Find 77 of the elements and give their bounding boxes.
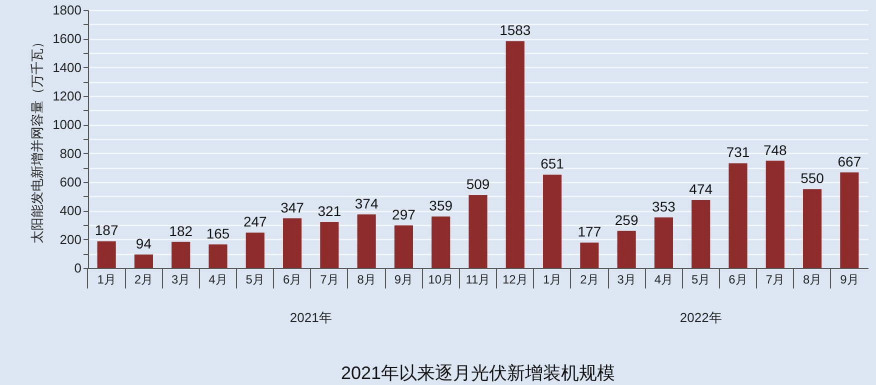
data-label: 297 [392, 206, 416, 222]
bar [692, 200, 710, 268]
data-label: 187 [94, 222, 118, 238]
bar [320, 222, 339, 268]
y-tick-label: 800 [60, 146, 82, 161]
x-tick-label: 1月 [542, 272, 562, 286]
x-tick-label: 6月 [282, 272, 302, 286]
bar [840, 172, 859, 268]
x-tick-label: 8月 [357, 272, 376, 286]
x-tick-label: 11月 [466, 272, 490, 286]
x-tick-label: 10月 [428, 272, 454, 286]
y-tick-label: 400 [60, 203, 82, 218]
data-label: 259 [614, 212, 638, 228]
data-label: 374 [354, 195, 378, 212]
data-label: 474 [689, 181, 713, 198]
bar [283, 218, 302, 268]
x-tick-label: 2月 [580, 272, 599, 286]
bar [617, 230, 636, 268]
y-axis-title: 太阳能发电新增并网容量（万千瓦） [30, 36, 45, 244]
data-label: 177 [578, 224, 602, 240]
bar [134, 254, 153, 268]
x-tick-label: 4月 [208, 272, 228, 286]
bar [246, 232, 264, 268]
data-label: 509 [466, 176, 490, 192]
bar [394, 225, 413, 268]
y-tick-label: 1400 [52, 60, 82, 75]
bar [580, 242, 599, 268]
x-tick-label: 1月 [97, 272, 116, 286]
y-tick-label: 600 [60, 174, 82, 190]
bar [432, 216, 450, 268]
text: 2021年以来逐月光伏新增装机规模 [340, 363, 616, 383]
y-tick-label: 1200 [52, 88, 82, 104]
data-label: 731 [726, 144, 750, 160]
bar [208, 244, 228, 268]
x-tick-label: 8月 [802, 272, 822, 286]
y-tick-label: 1000 [52, 117, 82, 132]
data-label: 1583 [500, 22, 531, 38]
y-tick-label: 0 [74, 260, 82, 276]
x-tick-label: 5月 [692, 272, 710, 286]
bar [97, 241, 116, 268]
data-label: 165 [206, 225, 230, 242]
x-tick-label: 3月 [172, 272, 190, 286]
x-tick-label: 9月 [840, 272, 859, 286]
bar [506, 41, 524, 268]
bar [803, 189, 822, 268]
x-tick-label: 7月 [766, 272, 784, 286]
x-tick-label: 12月 [502, 272, 528, 286]
x-tick-label: 6月 [728, 272, 748, 286]
y-tick-label: 1800 [52, 2, 82, 18]
y-tick-label: 1600 [52, 31, 82, 46]
x-tick-label: 2月 [134, 272, 154, 286]
x-tick-label: 9月 [394, 272, 414, 286]
bar [543, 174, 562, 268]
data-label: 182 [169, 222, 193, 239]
bar [766, 160, 784, 268]
data-label: 247 [243, 214, 268, 230]
x-tick-label: 3月 [617, 272, 636, 286]
x-tick-label: 5月 [246, 272, 264, 286]
bar [468, 195, 488, 268]
data-label: 94 [136, 236, 152, 252]
text: 2022年 [680, 310, 722, 325]
data-label: 651 [540, 156, 564, 172]
bar [728, 163, 748, 268]
y-tick-label: 200 [60, 232, 82, 247]
data-label: 667 [838, 153, 862, 170]
x-tick-label: 7月 [320, 272, 339, 286]
data-label: 359 [429, 198, 453, 214]
bar [654, 217, 673, 268]
x-tick-label: 4月 [654, 272, 674, 286]
data-label: 748 [763, 142, 788, 158]
bar [357, 214, 376, 268]
data-label: 550 [800, 170, 824, 186]
data-label: 353 [652, 198, 676, 214]
text: 2021年 [290, 310, 332, 325]
data-label: 321 [318, 202, 342, 219]
data-label: 347 [280, 199, 304, 216]
bar [172, 242, 190, 268]
